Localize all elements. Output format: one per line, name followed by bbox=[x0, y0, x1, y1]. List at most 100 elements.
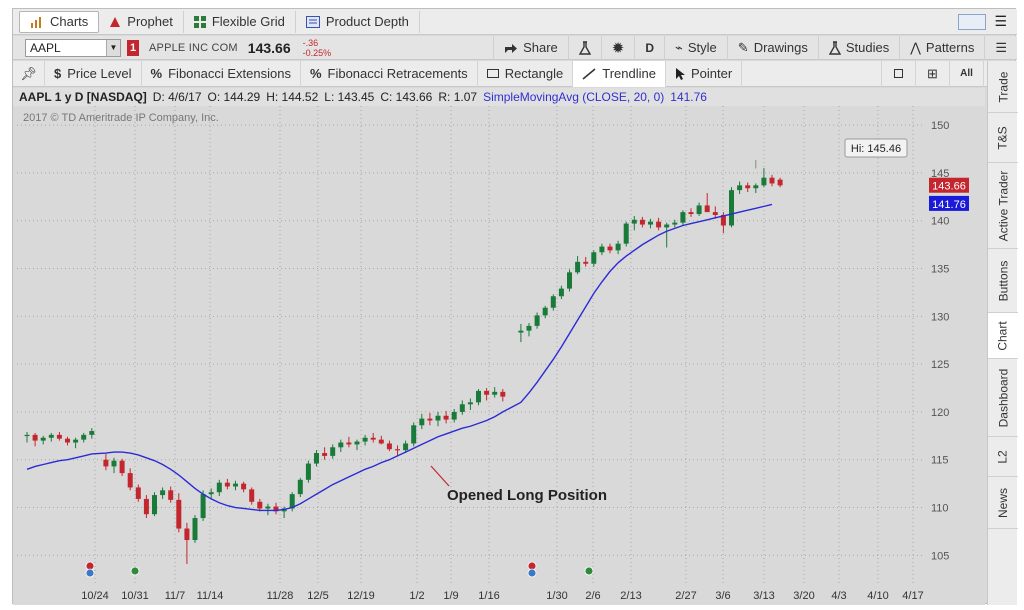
candle-body bbox=[518, 330, 524, 333]
symbol-bar: AAPL ▼ 1 APPLE INC COM 143.66 -.36 -0.25… bbox=[13, 35, 1017, 60]
x-tick-label: 10/24 bbox=[81, 590, 109, 602]
prophet-triangle-icon bbox=[110, 16, 121, 27]
study-name[interactable]: SimpleMovingAvg (CLOSE, 20, 0) bbox=[483, 90, 665, 104]
share-button[interactable]: Share bbox=[493, 35, 568, 60]
tab-prophet[interactable]: Prophet bbox=[99, 10, 184, 33]
candle-body bbox=[354, 441, 360, 445]
company-name: APPLE INC COM bbox=[149, 41, 238, 54]
rectangle-button[interactable]: Rectangle bbox=[478, 60, 574, 87]
tab-product-depth[interactable]: Product Depth bbox=[296, 10, 420, 33]
depth-icon bbox=[305, 15, 320, 28]
drawing-set-button[interactable]: D bbox=[634, 35, 664, 60]
candle-body bbox=[184, 528, 190, 541]
tab-l2[interactable]: L2 bbox=[988, 437, 1018, 477]
layout-toggle[interactable] bbox=[958, 13, 987, 30]
candle-body bbox=[607, 246, 613, 251]
chevron-down-icon[interactable]: ▼ bbox=[106, 39, 120, 56]
candle-body bbox=[492, 391, 498, 395]
trendline-button[interactable]: Trendline bbox=[573, 60, 666, 87]
event-marker bbox=[584, 566, 594, 576]
candle-body bbox=[631, 219, 637, 224]
candle-body bbox=[745, 185, 751, 189]
tab-chart[interactable]: Chart bbox=[988, 313, 1018, 359]
square-icon bbox=[894, 69, 903, 78]
candle-body bbox=[435, 415, 441, 421]
x-tick-label: 3/6 bbox=[715, 590, 730, 602]
x-tick-label: 3/20 bbox=[793, 590, 814, 602]
candle-body bbox=[65, 438, 70, 443]
share-icon bbox=[505, 43, 518, 53]
single-view-button[interactable] bbox=[881, 60, 915, 87]
symbol-input[interactable]: AAPL ▼ bbox=[25, 38, 121, 57]
grid-view-button[interactable]: ⊞ bbox=[915, 60, 949, 87]
price-chart[interactable]: 105 110 115 120 125 130 135 140 145 150 10/24 10/31… bbox=[13, 106, 985, 605]
drawings-button[interactable]: ✎ Drawings bbox=[726, 35, 818, 60]
flask-button[interactable] bbox=[567, 35, 601, 60]
chart-svg[interactable]: 105 110 115 120 125 130 135 140 145 150 10/24 10/31… bbox=[13, 106, 985, 605]
y-tick-label: 120 bbox=[931, 407, 949, 419]
sma-line bbox=[26, 203, 773, 512]
x-tick-label: 2/13 bbox=[620, 590, 641, 602]
candle-body bbox=[305, 463, 311, 480]
x-tick-label: 1/16 bbox=[478, 590, 499, 602]
price-level-button[interactable]: $ Price Level bbox=[45, 60, 142, 87]
tab-flexible-grid[interactable]: Flexible Grid bbox=[184, 10, 296, 33]
candle-body bbox=[73, 439, 79, 443]
all-label: All bbox=[960, 68, 973, 79]
candle-body bbox=[591, 252, 597, 264]
trendline-label: Trendline bbox=[602, 66, 656, 81]
pointer-button[interactable]: Pointer bbox=[666, 60, 743, 87]
tab-buttons[interactable]: Buttons bbox=[988, 249, 1018, 313]
style-label: Style bbox=[687, 40, 717, 55]
event-marker bbox=[130, 566, 140, 576]
candle-body bbox=[143, 498, 149, 515]
x-tick-label: 11/28 bbox=[267, 590, 294, 602]
candle-body bbox=[330, 447, 336, 456]
change-percent: -0.25% bbox=[302, 47, 332, 58]
x-tick-label: 11/14 bbox=[197, 590, 224, 602]
fib-retracements-button[interactable]: % Fibonacci Retracements bbox=[301, 60, 478, 87]
studies-button[interactable]: Studies bbox=[817, 35, 899, 60]
chart-symbol[interactable]: AAPL 1 y D [NASDAQ] bbox=[19, 90, 147, 104]
x-tick-label: 4/17 bbox=[902, 590, 923, 602]
all-button[interactable]: All bbox=[949, 60, 983, 87]
dollar-icon: $ bbox=[54, 66, 62, 81]
candle-body bbox=[558, 288, 564, 297]
x-tick-label: 1/30 bbox=[546, 590, 567, 602]
rectangle-label: Rectangle bbox=[504, 66, 564, 81]
candle-body bbox=[720, 214, 726, 226]
tab-active-trader[interactable]: Active Trader bbox=[988, 163, 1018, 249]
trendline-icon bbox=[582, 67, 596, 80]
candle-body bbox=[484, 390, 490, 395]
link-badge[interactable]: 1 bbox=[127, 39, 139, 56]
tab-charts[interactable]: Charts bbox=[19, 10, 100, 33]
symbar-menu-button[interactable]: ☰ bbox=[984, 35, 1017, 60]
fib-extensions-button[interactable]: % Fibonacci Extensions bbox=[142, 60, 301, 87]
candle-body bbox=[111, 460, 117, 467]
tab-label: Trade bbox=[996, 71, 1010, 102]
candle-body bbox=[127, 473, 133, 488]
candle-body bbox=[56, 434, 62, 439]
menu-icon[interactable]: ☰ bbox=[994, 13, 1007, 29]
sma-tag-box bbox=[929, 195, 969, 211]
candle-body bbox=[403, 443, 409, 451]
price-change: -.36 -0.25% bbox=[303, 38, 332, 58]
tab-ts[interactable]: T&S bbox=[988, 113, 1018, 163]
candle-body bbox=[314, 453, 319, 464]
tab-dashboard[interactable]: Dashboard bbox=[988, 359, 1018, 437]
tab-trade[interactable]: Trade bbox=[988, 61, 1018, 113]
info-close: C: 143.66 bbox=[380, 90, 433, 104]
candle-body bbox=[32, 434, 38, 441]
candle-body bbox=[265, 506, 271, 509]
y-tick-label: 105 bbox=[931, 550, 949, 562]
settings-button[interactable]: ✹ bbox=[600, 35, 635, 60]
candle-body bbox=[777, 179, 783, 186]
tab-news[interactable]: News bbox=[988, 477, 1018, 529]
style-button[interactable]: ⌁ Style bbox=[664, 35, 727, 60]
x-tick-label: 10/31 bbox=[121, 590, 149, 602]
candle-body bbox=[704, 205, 710, 213]
tabbar-right: ☰ bbox=[958, 13, 1017, 30]
patterns-button[interactable]: ⋀ Patterns bbox=[899, 35, 984, 60]
pin-button[interactable]: 📌︎ bbox=[13, 60, 45, 87]
candle-body bbox=[160, 490, 166, 496]
